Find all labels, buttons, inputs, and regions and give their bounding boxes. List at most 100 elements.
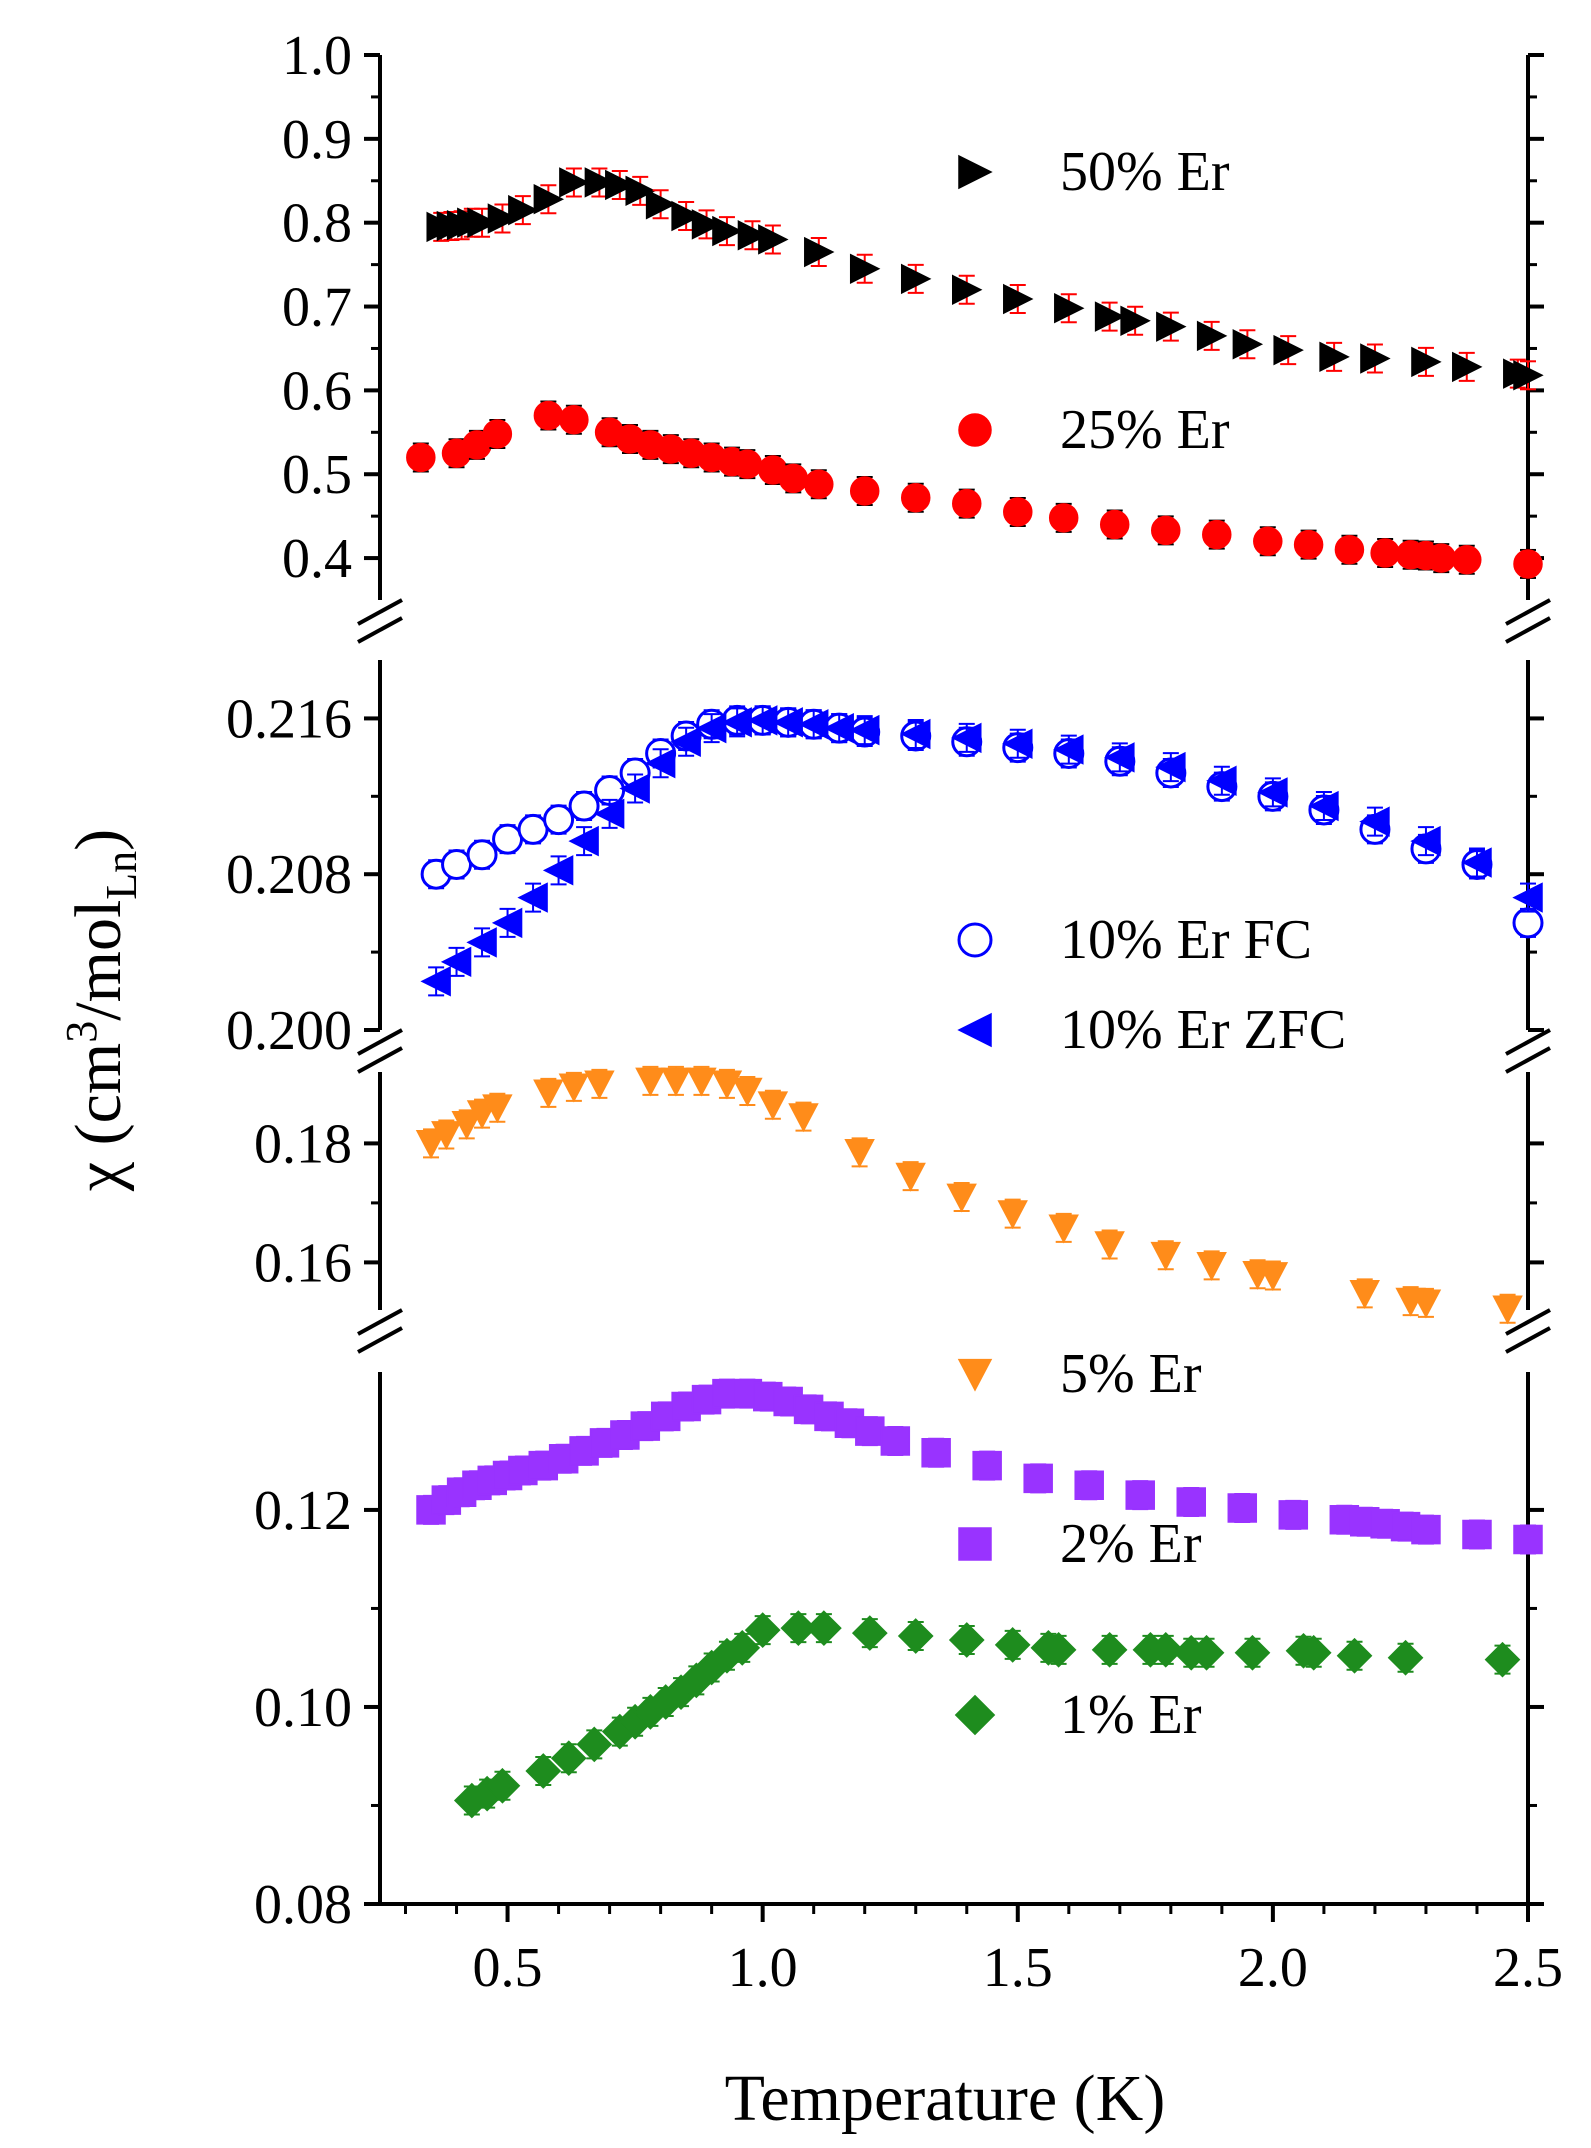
data-point bbox=[691, 209, 723, 240]
data-point bbox=[1253, 526, 1283, 557]
data-point bbox=[806, 1610, 842, 1647]
y-tick-label: 0.208 bbox=[226, 844, 352, 906]
data-point bbox=[900, 718, 931, 750]
data-point bbox=[1411, 1514, 1441, 1545]
data-point bbox=[1257, 1262, 1289, 1292]
data-point bbox=[757, 1091, 789, 1121]
axis-break-mark bbox=[357, 1308, 403, 1336]
data-point bbox=[1232, 329, 1264, 360]
y-tick-label: 1.0 bbox=[282, 25, 352, 87]
data-point bbox=[559, 167, 590, 198]
series-25-er bbox=[406, 400, 1543, 579]
y-axis-label-mid: /mol bbox=[62, 900, 135, 1021]
data-point bbox=[1003, 497, 1033, 527]
series-50-er bbox=[426, 167, 1544, 391]
data-point bbox=[1452, 351, 1483, 383]
legend-entry: 1% Er bbox=[954, 1684, 1202, 1746]
data-point bbox=[744, 1612, 781, 1648]
data-point bbox=[1410, 1289, 1442, 1319]
y-tick-label: 0.6 bbox=[282, 360, 352, 422]
data-point bbox=[1091, 1631, 1128, 1668]
data-point bbox=[994, 1627, 1031, 1663]
legend-label: 50% Er bbox=[1060, 141, 1230, 203]
data-point bbox=[1206, 765, 1237, 796]
data-point bbox=[482, 419, 513, 449]
data-marks bbox=[406, 167, 1544, 1819]
data-point bbox=[484, 1767, 521, 1804]
data-point bbox=[1040, 1631, 1077, 1668]
data-point bbox=[1410, 825, 1441, 857]
data-point bbox=[798, 709, 829, 740]
data-point bbox=[1150, 515, 1181, 546]
data-point bbox=[804, 236, 835, 268]
data-point bbox=[491, 907, 523, 939]
data-point bbox=[492, 823, 524, 855]
y-axis-label-sup: 3 bbox=[57, 1021, 106, 1043]
data-point bbox=[1099, 509, 1130, 540]
axis-break-mark bbox=[1505, 1326, 1551, 1354]
data-point bbox=[1147, 1631, 1184, 1668]
data-point bbox=[1295, 1634, 1332, 1671]
data-point bbox=[732, 1077, 763, 1107]
data-point bbox=[1512, 907, 1544, 939]
data-point bbox=[1002, 728, 1033, 759]
data-point bbox=[737, 220, 769, 251]
data-point bbox=[559, 404, 589, 435]
data-point bbox=[1196, 320, 1228, 352]
data-point bbox=[431, 1121, 462, 1151]
data-point bbox=[849, 253, 881, 285]
legend-label: 1% Er bbox=[1060, 1684, 1202, 1746]
data-point bbox=[921, 1438, 951, 1468]
data-point bbox=[952, 488, 982, 519]
data-point bbox=[1513, 549, 1543, 579]
data-point bbox=[466, 1100, 498, 1130]
data-point bbox=[670, 726, 701, 758]
data-point bbox=[1176, 1487, 1207, 1517]
y-tick-label: 0.10 bbox=[254, 1677, 352, 1739]
data-point bbox=[1492, 1295, 1523, 1325]
data-point bbox=[1462, 1519, 1492, 1550]
data-point bbox=[466, 839, 498, 871]
data-point bbox=[440, 946, 472, 978]
data-point bbox=[788, 1103, 819, 1133]
data-point bbox=[900, 482, 931, 513]
data-point bbox=[1023, 1463, 1053, 1494]
data-point bbox=[525, 1753, 562, 1789]
data-point bbox=[1150, 1241, 1181, 1271]
data-point bbox=[533, 1079, 564, 1109]
data-point bbox=[1196, 1252, 1227, 1281]
legend-entry: 5% Er bbox=[957, 1343, 1202, 1405]
data-point bbox=[406, 442, 436, 473]
data-point bbox=[660, 1067, 692, 1097]
data-point bbox=[1359, 806, 1390, 837]
data-point bbox=[895, 1162, 926, 1192]
y-tick-label: 0.4 bbox=[282, 528, 352, 590]
data-point bbox=[1484, 1641, 1521, 1678]
y-tick-label: 0.18 bbox=[254, 1113, 352, 1175]
data-point bbox=[550, 1740, 587, 1777]
y-axis-label-main: χ (cm bbox=[62, 1043, 135, 1192]
data-point bbox=[1334, 534, 1365, 565]
data-point bbox=[517, 882, 548, 913]
data-point bbox=[946, 1183, 977, 1213]
axis-break-mark bbox=[1505, 1308, 1551, 1336]
data-point bbox=[593, 798, 625, 830]
legend-label: 10% Er FC bbox=[1060, 909, 1312, 971]
data-point bbox=[724, 1629, 761, 1666]
data-point bbox=[1094, 1231, 1125, 1261]
data-point bbox=[1048, 1214, 1079, 1244]
legend-marker bbox=[957, 922, 993, 958]
axis-break-mark bbox=[357, 598, 403, 626]
data-point bbox=[1054, 293, 1085, 324]
data-point bbox=[1048, 503, 1079, 533]
data-point bbox=[635, 1067, 666, 1097]
series-5-er bbox=[415, 1065, 1523, 1325]
data-point bbox=[584, 167, 616, 198]
data-point bbox=[487, 203, 519, 234]
legend-marker bbox=[957, 1012, 992, 1048]
legend-entry: 50% Er bbox=[958, 141, 1230, 203]
axis-break-mark bbox=[357, 1046, 403, 1074]
data-point bbox=[1202, 519, 1232, 550]
data-point bbox=[1336, 1637, 1373, 1674]
